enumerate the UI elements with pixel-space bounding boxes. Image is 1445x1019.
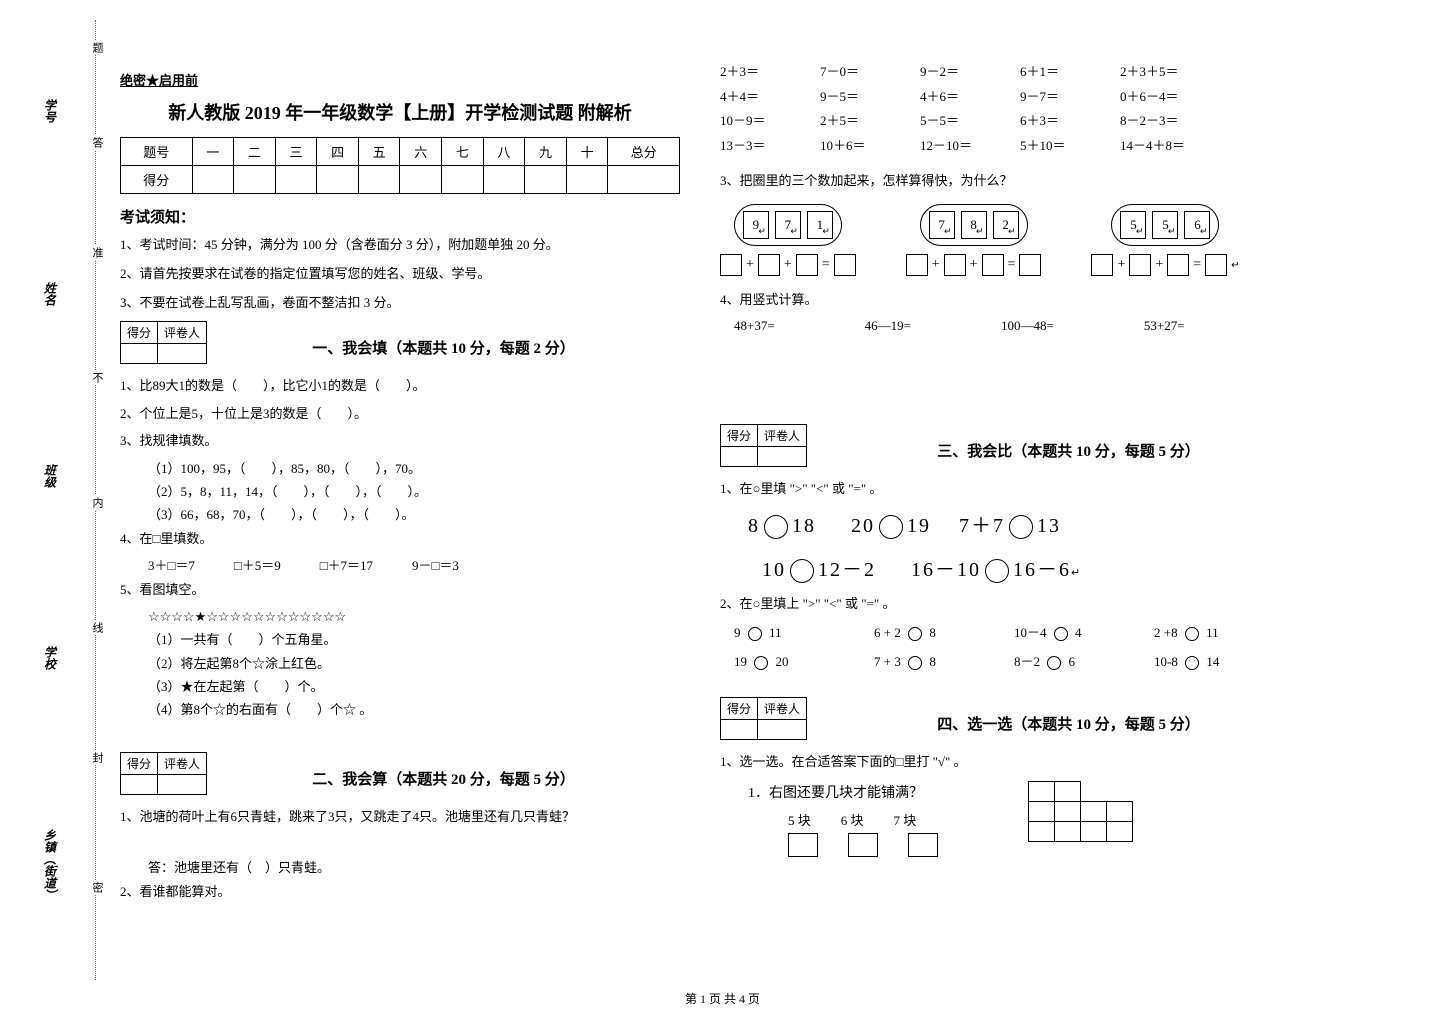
section-3-title: 三、我会比（本题共 10 分，每题 5 分） <box>807 424 1330 461</box>
arith-cell: 4＋6＝ <box>920 85 1020 110</box>
grader-box: 得分评卷人 <box>720 424 807 467</box>
q1-2: 2、个位上是5，十位上是3的数是（ ）。 <box>120 402 680 425</box>
arith-cell: 5－5＝ <box>920 109 1020 134</box>
arith-cell: 6＋3＝ <box>1020 109 1120 134</box>
arith-cell: 13－3＝ <box>720 134 820 159</box>
section-1-title: 一、我会填（本题共 10 分，每题 2 分） <box>207 321 680 358</box>
compare-row-4: 19 207 + 3 88－2 610-8 14 <box>720 648 1330 677</box>
dotted-char: 不 <box>89 370 105 385</box>
arith-cell: 6＋1＝ <box>1020 60 1120 85</box>
arith-cell: 2＋5＝ <box>820 109 920 134</box>
score-label: 得分 <box>121 166 193 194</box>
q4-1-sub: 1．右图还要几块才能铺满？ <box>748 781 938 806</box>
binding-sidebar: 学号 姓名 班级 学校 乡镇（街道） <box>20 20 80 980</box>
arith-cell: 9－7＝ <box>1020 85 1120 110</box>
notice-item: 3、不要在试卷上乱写乱画，卷面不整洁扣 3 分。 <box>120 293 680 314</box>
q1-3: 3、找规律填数。 <box>120 429 680 452</box>
grader-box: 得分评卷人 <box>720 697 807 740</box>
q1-4-line: 3＋□＝7 □＋5＝9 □＋7＝17 9－□＝3 <box>120 554 680 577</box>
q3-2: 2、在○里填上 ">" "<" 或 "=" 。 <box>720 592 1330 615</box>
score-table: 题号 一 二 三 四 五 六 七 八 九 十 总分 得分 <box>120 137 680 194</box>
arith-cell: 8－2－3＝ <box>1120 109 1220 134</box>
page-footer: 第 1 页 共 4 页 <box>0 990 1445 1007</box>
q1-5d: （4）第8个☆的右面有（ ）个☆ 。 <box>120 698 680 721</box>
right-column: 2＋3＝7－0＝9－2＝6＋1＝2＋3＋5＝ 4＋4＝9－5＝4＋6＝9－7＝0＋… <box>720 60 1330 857</box>
notice-item: 2、请首先按要求在试卷的指定位置填写您的姓名、班级、学号。 <box>120 264 680 285</box>
arith-cell: 4＋4＝ <box>720 85 820 110</box>
left-column: 绝密★启用前 新人教版 2019 年一年级数学【上册】开学检测试题 附解析 题号… <box>120 70 680 907</box>
q1-3b: （2）5，8，11，14，（ ），（ ），（ ）。 <box>120 480 680 503</box>
compare-row-1: 818 2019 7＋713 <box>720 504 1330 548</box>
choice-box[interactable] <box>908 833 938 857</box>
arith-cell: 12－10＝ <box>920 134 1020 159</box>
dotted-char: 封 <box>89 750 105 765</box>
sidebar-label: 姓名 <box>42 282 59 306</box>
arith-cell: 5＋10＝ <box>1020 134 1120 159</box>
q1-3c: （3）66，68，70，（ ），（ ），（ ）。 <box>120 503 680 526</box>
arith-cell: 2＋3＋5＝ <box>1120 60 1220 85</box>
q1-5b: （2）将左起第8个☆涂上红色。 <box>120 652 680 675</box>
sidebar-label: 学号 <box>42 99 59 123</box>
dotted-char: 内 <box>89 495 105 510</box>
grid-puzzle <box>1028 781 1133 842</box>
q1-1: 1、比89大1的数是（ ），比它小1的数是（ ）。 <box>120 374 680 397</box>
choice-box[interactable] <box>788 833 818 857</box>
exam-title: 新人教版 2019 年一年级数学【上册】开学检测试题 附解析 <box>120 99 680 125</box>
arith-cell: 7－0＝ <box>820 60 920 85</box>
q1-3a: （1）100，95，（ ），85，80，（ ），70。 <box>120 457 680 480</box>
sidebar-label: 班级 <box>42 464 59 488</box>
dotted-char: 答 <box>89 135 105 150</box>
q1-5c: （3）★在左起第（ ）个。 <box>120 675 680 698</box>
q1-4: 4、在□里填数。 <box>120 527 680 550</box>
q2-1: 1、池塘的荷叶上有6只青蛙，跳来了3只，又跳走了4只。池塘里还有几只青蛙？ <box>120 805 680 828</box>
secret-marker: 绝密★启用前 <box>120 70 680 89</box>
vertical-calc-row: 48+37= 46—19= 100—48= 53+27= <box>720 318 1330 334</box>
notice-title: 考试须知： <box>120 206 680 227</box>
score-row-header: 题号 <box>121 138 193 166</box>
dotted-char: 密 <box>89 880 105 895</box>
arith-cell: 10＋6＝ <box>820 134 920 159</box>
sidebar-label: 乡镇（街道） <box>42 829 59 901</box>
q2-2: 2、看谁都能算对。 <box>120 880 680 903</box>
compare-row-3: 9 116 + 2 810－4 42 +8 11 <box>720 619 1330 648</box>
arith-cell: 0＋6－4＝ <box>1120 85 1220 110</box>
notice-item: 1、考试时间：45 分钟，满分为 100 分（含卷面分 3 分），附加题单独 2… <box>120 235 680 256</box>
choice-box[interactable] <box>848 833 878 857</box>
arith-cell: 10－9＝ <box>720 109 820 134</box>
arith-cell: 2＋3＝ <box>720 60 820 85</box>
sidebar-label: 学校 <box>42 646 59 670</box>
q1-5: 5、看图填空。 <box>120 578 680 601</box>
dotted-char: 准 <box>89 245 105 260</box>
q2-3: 3、把圈里的三个数加起来，怎样算得快，为什么？ <box>720 169 1330 192</box>
section-4-title: 四、选一选（本题共 10 分，每题 5 分） <box>807 697 1330 734</box>
q4-1: 1、选一选。在合适答案下面的□里打 "√" 。 <box>720 750 1330 773</box>
arith-cell: 9－2＝ <box>920 60 1020 85</box>
arithmetic-grid: 2＋3＝7－0＝9－2＝6＋1＝2＋3＋5＝ 4＋4＝9－5＝4＋6＝9－7＝0＋… <box>720 60 1330 159</box>
q1-5-stars: ☆☆☆☆★☆☆☆☆☆☆☆☆☆☆☆☆ <box>120 605 680 628</box>
arith-cell: 9－5＝ <box>820 85 920 110</box>
compare-row-2: 1012－2 16－1016－6↵ <box>720 548 1330 592</box>
oval-set-2: 7↵ 8↵ 2↵ ++= <box>906 204 1042 276</box>
oval-set-3: 5↵ 5↵ 6↵ ++=↵ <box>1091 204 1239 276</box>
grader-box: 得分评卷人 <box>120 752 207 795</box>
q2-1-ans: 答：池塘里还有（ ）只青蛙。 <box>120 856 680 879</box>
choice-row: 1．右图还要几块才能铺满？ 5 块 6 块 7 块 <box>720 781 1330 857</box>
grader-box: 得分评卷人 <box>120 321 207 364</box>
q2-4: 4、用竖式计算。 <box>720 288 1330 311</box>
dotted-char: 线 <box>89 620 105 635</box>
q3-1: 1、在○里填 ">" "<" 或 "=" 。 <box>720 477 1330 500</box>
oval-set-1: 9↵ 7↵ 1↵ ++= <box>720 204 856 276</box>
q1-5a: （1）一共有（ ）个五角星。 <box>120 628 680 651</box>
arith-cell: 14－4＋8＝ <box>1120 134 1220 159</box>
dotted-char: 题 <box>89 40 105 55</box>
section-2-title: 二、我会算（本题共 20 分，每题 5 分） <box>207 752 680 789</box>
circle-groups: 9↵ 7↵ 1↵ ++= 7↵ 8↵ 2↵ ++= 5↵ 5↵ 6↵ ++=↵ <box>720 204 1330 276</box>
